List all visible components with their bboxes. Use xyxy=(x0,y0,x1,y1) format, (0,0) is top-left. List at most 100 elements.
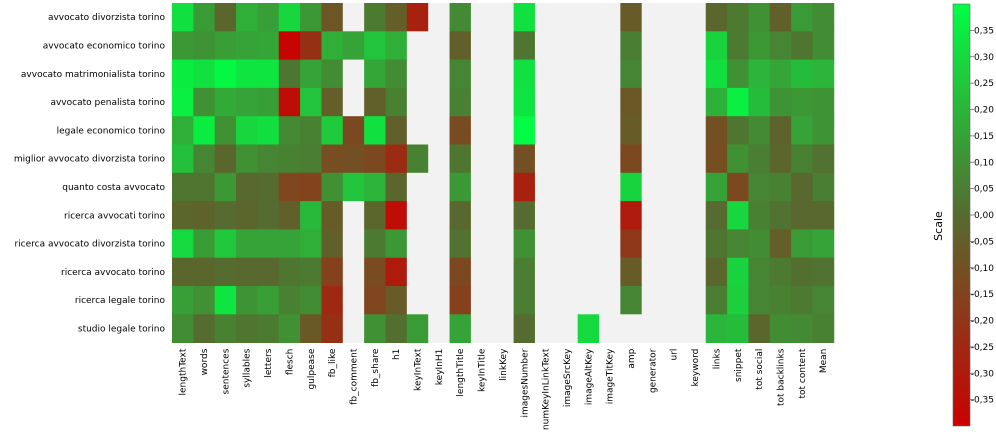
scale-tick-label: -0,30 xyxy=(971,369,995,379)
heatmap-cell xyxy=(534,286,557,315)
heatmap-cell xyxy=(577,229,600,259)
heatmap-cell xyxy=(620,257,643,287)
heatmap-cell xyxy=(727,87,749,117)
heatmap-cell xyxy=(214,31,237,60)
heatmap-cell xyxy=(428,59,450,89)
heatmap-cell xyxy=(214,3,237,32)
heatmap-cell xyxy=(470,59,493,89)
heatmap-cell xyxy=(684,144,707,174)
heatmap-cell xyxy=(534,314,557,343)
heatmap-cell xyxy=(342,229,365,259)
heatmap-cell xyxy=(556,257,579,287)
column-label: keyInTitle xyxy=(478,348,488,392)
heatmap-cell xyxy=(385,116,408,145)
heatmap-cell xyxy=(278,116,301,145)
heatmap-cell xyxy=(236,314,258,343)
heatmap-cell xyxy=(364,144,386,174)
heatmap-cell xyxy=(513,144,536,174)
heatmap-cell xyxy=(748,172,771,202)
heatmap-cell xyxy=(300,116,322,145)
column-label: links xyxy=(712,348,722,369)
heatmap-cell xyxy=(449,116,472,145)
row-label: studio legale torino xyxy=(78,324,166,334)
scale-tick-label: 0,00 xyxy=(974,211,994,221)
heatmap-cell xyxy=(342,257,365,287)
heatmap-cell xyxy=(727,257,749,287)
heatmap-cell xyxy=(534,59,557,89)
heatmap-cells xyxy=(172,3,835,343)
heatmap-cell xyxy=(236,229,258,259)
column-label: keyInH1 xyxy=(435,349,445,386)
column-label: snippet xyxy=(734,348,744,382)
heatmap-cell xyxy=(236,172,258,202)
heatmap-cell xyxy=(257,31,280,60)
row-label: ricerca legale torino xyxy=(75,296,166,306)
column-label: fb_comment xyxy=(349,348,359,405)
heatmap-cell xyxy=(449,144,472,174)
heatmap-cell xyxy=(300,229,322,259)
scale-tick-label: -0,25 xyxy=(971,343,994,353)
heatmap-cell xyxy=(214,172,237,202)
heatmap-cell xyxy=(193,286,216,315)
heatmap-cell xyxy=(577,116,600,145)
heatmap-cell xyxy=(193,201,216,230)
heatmap-cell xyxy=(172,229,194,259)
heatmap-cell xyxy=(599,172,621,202)
heatmap-cell xyxy=(684,229,707,259)
heatmap-cell xyxy=(321,144,344,174)
heatmap-cell xyxy=(428,116,450,145)
heatmap-cell xyxy=(214,87,237,117)
heatmap-cell xyxy=(577,201,600,230)
heatmap-cell xyxy=(406,229,429,259)
heatmap-cell xyxy=(257,87,280,117)
heatmap-cell xyxy=(705,257,728,287)
heatmap-cell xyxy=(193,172,216,202)
scale-tick-label: -0,10 xyxy=(971,264,995,274)
heatmap-cell xyxy=(534,172,557,202)
heatmap-cell xyxy=(513,172,536,202)
heatmap-cell xyxy=(257,229,280,259)
heatmap-cell xyxy=(236,59,258,89)
heatmap-cell xyxy=(406,3,429,32)
heatmap-cell xyxy=(364,59,386,89)
heatmap-cell xyxy=(663,87,685,117)
heatmap-cell xyxy=(684,3,707,32)
heatmap-cell xyxy=(705,59,728,89)
heatmap-cell xyxy=(278,314,301,343)
scale-tick-label: -0,35 xyxy=(971,396,994,406)
heatmap-cell xyxy=(620,59,643,89)
heatmap-cell xyxy=(236,87,258,117)
heatmap-cell xyxy=(534,201,557,230)
heatmap-cell xyxy=(428,144,450,174)
heatmap-cell xyxy=(812,87,835,117)
heatmap-cell xyxy=(492,87,514,117)
heatmap-cell xyxy=(620,314,643,343)
heatmap-cell xyxy=(342,59,365,89)
heatmap-cell xyxy=(300,257,322,287)
heatmap-cell xyxy=(428,172,450,202)
row-label: miglior avvocato divorzista torino xyxy=(14,155,166,165)
heatmap-cell xyxy=(599,31,621,60)
heatmap-cell xyxy=(406,257,429,287)
heatmap-cell xyxy=(577,257,600,287)
heatmap-cell xyxy=(556,286,579,315)
heatmap-cell xyxy=(193,87,216,117)
heatmap-cell xyxy=(513,87,536,117)
heatmap-cell xyxy=(342,144,365,174)
heatmap-cell xyxy=(449,3,472,32)
column-label: tot social xyxy=(755,349,765,390)
heatmap-cell xyxy=(641,314,664,343)
heatmap-cell xyxy=(428,201,450,230)
heatmap-cell xyxy=(556,172,579,202)
heatmap-cell xyxy=(727,172,749,202)
heatmap-cell xyxy=(172,59,194,89)
heatmap-cell xyxy=(470,3,493,32)
heatmap-cell xyxy=(641,172,664,202)
heatmap-cell xyxy=(812,59,835,89)
heatmap-cell xyxy=(705,314,728,343)
heatmap-cell xyxy=(300,201,322,230)
heatmap-cell xyxy=(663,257,685,287)
heatmap-cell xyxy=(470,172,493,202)
heatmap-cell xyxy=(812,144,835,174)
heatmap-cell xyxy=(534,116,557,145)
